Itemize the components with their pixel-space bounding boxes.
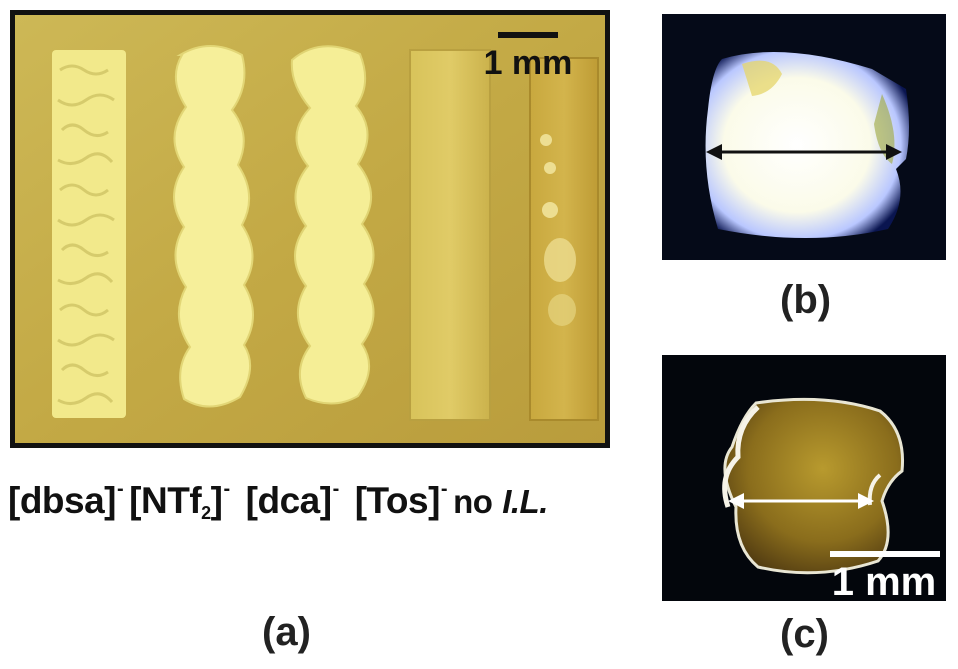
label-no: no	[453, 483, 493, 520]
strip-ntf2	[173, 45, 254, 408]
label-tos: [Tos]	[354, 480, 441, 521]
label-ntf: [NTf	[129, 480, 202, 521]
panel-letter-a: (a)	[262, 610, 311, 654]
sample-c	[723, 397, 905, 575]
panel-letter-c: (c)	[780, 612, 829, 656]
strip-dbsa	[52, 50, 126, 418]
scale-bar-c	[830, 551, 940, 557]
strip-dca	[290, 45, 375, 405]
photo-panel-c: 1 mm	[662, 355, 946, 601]
label-dbsa: [dbsa]	[8, 480, 117, 521]
label-il: I.L.	[502, 483, 548, 520]
scale-label-a: 1 mm	[484, 44, 573, 82]
label-dca: [dca]	[245, 480, 332, 521]
strip-no-il	[529, 57, 599, 421]
photo-panel-a: 1 mm	[10, 10, 610, 448]
arrow-b	[706, 144, 902, 160]
scale-bar-a	[498, 32, 558, 38]
scale-label-c: 1 mm	[832, 560, 937, 601]
arrow-c	[728, 493, 874, 509]
strip-tos	[409, 49, 491, 421]
photo-panel-b	[662, 14, 946, 260]
sample-labels: [dbsa]- [NTf2]- [dca]- [Tos]- no I.L.	[8, 478, 548, 523]
panel-letter-b: (b)	[780, 278, 832, 322]
sample-b	[705, 51, 909, 239]
